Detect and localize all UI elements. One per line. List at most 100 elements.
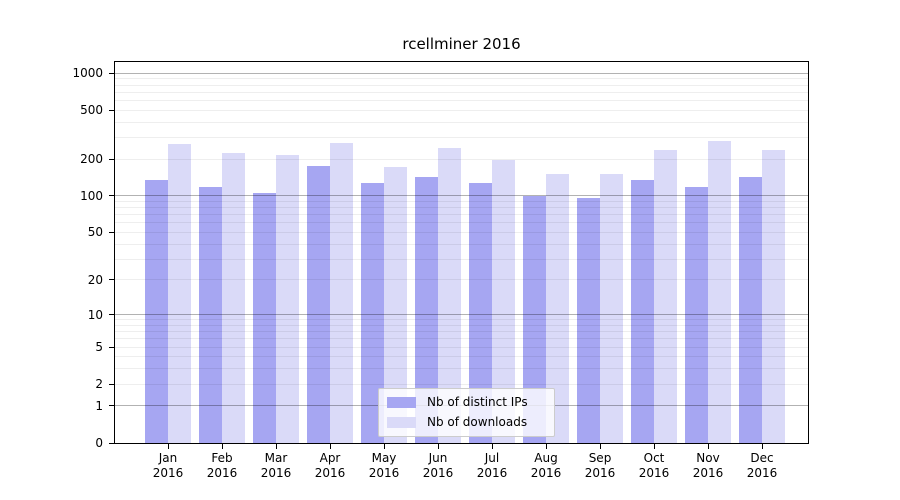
bar-distinct-ips bbox=[253, 193, 276, 443]
gridline-minor bbox=[115, 319, 808, 320]
gridline-major bbox=[115, 195, 808, 196]
x-tick-mark bbox=[222, 444, 223, 449]
y-tick-mark bbox=[109, 347, 114, 348]
y-tick-label: 1 bbox=[95, 399, 103, 413]
legend-item-downloads: Nb of downloads bbox=[387, 415, 546, 430]
y-tick-label: 0 bbox=[95, 436, 103, 450]
y-tick-label: 100 bbox=[80, 189, 103, 203]
x-tick-label: Jul 2016 bbox=[476, 451, 508, 480]
bar-distinct-ips bbox=[523, 195, 546, 443]
gridline-minor bbox=[115, 100, 808, 101]
y-tick-mark bbox=[109, 314, 114, 315]
bar-downloads bbox=[492, 160, 515, 443]
legend-label-distinct-ips: Nb of distinct IPs bbox=[427, 395, 528, 409]
x-tick-label: Sep 2016 bbox=[584, 451, 616, 480]
gridline-minor bbox=[115, 110, 808, 111]
bar-distinct-ips bbox=[361, 182, 384, 443]
bar-distinct-ips bbox=[469, 182, 492, 443]
y-tick-label: 1000 bbox=[72, 66, 103, 80]
x-tick-mark bbox=[600, 444, 601, 449]
bar-downloads bbox=[654, 150, 677, 443]
x-tick-label: Aug 2016 bbox=[530, 451, 562, 480]
y-tick-label: 500 bbox=[80, 103, 103, 117]
bar-distinct-ips bbox=[685, 187, 708, 443]
gridline-minor bbox=[115, 384, 808, 385]
x-tick-mark bbox=[654, 444, 655, 449]
y-tick-mark bbox=[109, 443, 114, 444]
x-tick-mark bbox=[438, 444, 439, 449]
bar-distinct-ips bbox=[307, 165, 330, 443]
bar-distinct-ips bbox=[145, 179, 168, 443]
x-tick-mark bbox=[546, 444, 547, 449]
gridline-minor bbox=[115, 331, 808, 332]
y-tick-mark bbox=[109, 279, 114, 280]
gridline-minor bbox=[115, 85, 808, 86]
y-tick-label: 10 bbox=[87, 308, 103, 322]
chart-title: rcellminer 2016 bbox=[402, 35, 521, 53]
gridline-minor bbox=[115, 222, 808, 223]
y-tick-label: 20 bbox=[87, 273, 103, 287]
bar-distinct-ips bbox=[631, 180, 654, 443]
gridline-minor bbox=[115, 232, 808, 233]
bar-downloads bbox=[762, 149, 785, 443]
bar-distinct-ips bbox=[577, 198, 600, 443]
gridline-minor bbox=[115, 356, 808, 357]
gridline-minor bbox=[115, 78, 808, 79]
gridline-minor bbox=[115, 201, 808, 202]
x-tick-mark bbox=[330, 444, 331, 449]
x-tick-label: May 2016 bbox=[368, 451, 400, 480]
bar-distinct-ips bbox=[199, 187, 222, 443]
x-tick-label: Mar 2016 bbox=[260, 451, 292, 480]
y-tick-mark bbox=[109, 110, 114, 111]
x-tick-label: Feb 2016 bbox=[206, 451, 238, 480]
bar-downloads bbox=[276, 155, 299, 443]
y-tick-label: 2 bbox=[95, 377, 103, 391]
x-tick-label: Dec 2016 bbox=[746, 451, 778, 480]
gridline-minor bbox=[115, 368, 808, 369]
legend: Nb of distinct IPs Nb of downloads bbox=[378, 388, 555, 437]
gridline-minor bbox=[115, 347, 808, 348]
bar-downloads bbox=[330, 142, 353, 443]
y-tick-label: 5 bbox=[95, 340, 103, 354]
x-tick-label: Nov 2016 bbox=[692, 451, 724, 480]
x-tick-label: Jan 2016 bbox=[152, 451, 184, 480]
bar-downloads bbox=[168, 144, 191, 443]
bar-distinct-ips bbox=[739, 176, 762, 443]
x-tick-mark bbox=[492, 444, 493, 449]
gridline-minor bbox=[115, 92, 808, 93]
y-tick-mark bbox=[109, 405, 114, 406]
x-tick-mark bbox=[168, 444, 169, 449]
bar-downloads bbox=[384, 167, 407, 443]
y-tick-mark bbox=[109, 384, 114, 385]
gridline-minor bbox=[115, 214, 808, 215]
x-tick-label: Jun 2016 bbox=[422, 451, 454, 480]
x-tick-label: Oct 2016 bbox=[638, 451, 670, 480]
x-tick-mark bbox=[708, 444, 709, 449]
legend-swatch-downloads bbox=[387, 417, 416, 428]
bar-downloads bbox=[438, 147, 461, 443]
bar-distinct-ips bbox=[415, 176, 438, 443]
x-tick-mark bbox=[276, 444, 277, 449]
x-tick-label: Apr 2016 bbox=[314, 451, 346, 480]
legend-swatch-distinct-ips bbox=[387, 397, 416, 408]
y-tick-mark bbox=[109, 195, 114, 196]
gridline-major bbox=[115, 73, 808, 74]
bar-downloads bbox=[708, 140, 731, 443]
gridline-minor bbox=[115, 279, 808, 280]
legend-item-distinct-ips: Nb of distinct IPs bbox=[387, 395, 546, 410]
y-tick-label: 50 bbox=[87, 225, 103, 239]
gridline-minor bbox=[115, 137, 808, 138]
legend-label-downloads: Nb of downloads bbox=[427, 415, 528, 429]
y-tick-label: 200 bbox=[80, 152, 103, 166]
gridline-minor bbox=[115, 159, 808, 160]
bar-downloads bbox=[222, 152, 245, 443]
gridline-minor bbox=[115, 244, 808, 245]
x-tick-mark bbox=[384, 444, 385, 449]
bar-downloads bbox=[600, 174, 623, 443]
x-tick-mark bbox=[762, 444, 763, 449]
y-tick-mark bbox=[109, 232, 114, 233]
gridline-minor bbox=[115, 325, 808, 326]
gridline-minor bbox=[115, 259, 808, 260]
gridline-major bbox=[115, 314, 808, 315]
